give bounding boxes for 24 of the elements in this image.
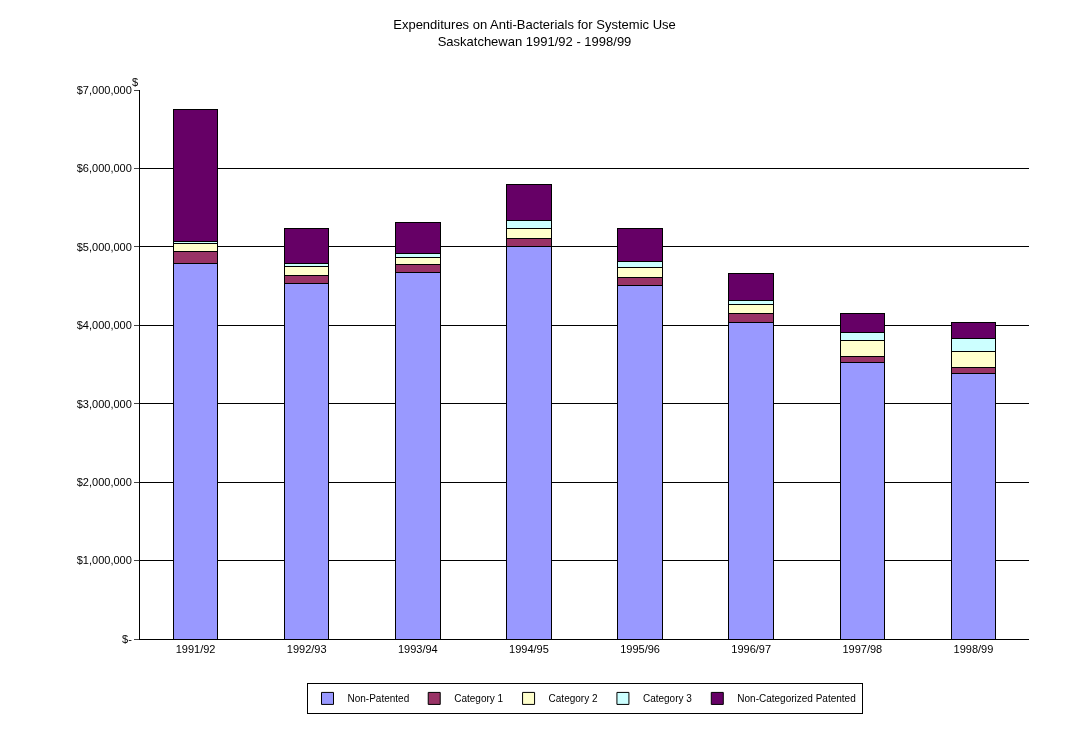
x-tick-label: 1992/93 [286,643,327,656]
x-tick-label: 1998/99 [953,643,994,656]
y-tick-label: $2,000,000 [76,475,132,488]
x-tick-label: 1996/97 [731,643,772,656]
y-tick-label: $4,000,000 [76,319,132,332]
y-tick-label: $1,000,000 [76,554,132,567]
x-tick-label: 1994/95 [509,643,549,656]
y-tick-label: $7,000,000 [76,83,132,96]
legend-label: Category 1 [454,693,504,705]
chart-title: Expenditures on Anti-Bacterials for Systemic Use [393,17,676,33]
x-tick-label: 1991/92 [175,643,216,656]
x-tick-label: 1993/94 [397,643,438,656]
legend-label: Non-Categorized Patented [737,693,856,705]
legend-label: Category 2 [548,693,598,705]
legend-label: Category 3 [642,693,693,705]
chart-subtitle: Saskatchewan 1991/92 - 1998/99 [437,34,632,50]
x-tick-label: 1997/98 [842,643,883,656]
x-tick-label: 1995/96 [620,643,660,656]
y-tick-label: $6,000,000 [76,162,132,175]
y-tick-label: $- [122,632,133,645]
legend-label: Non-Patented [347,693,410,705]
y-axis-title: $ [132,76,139,88]
y-tick-label: $5,000,000 [76,240,132,253]
y-tick-label: $3,000,000 [76,397,132,410]
